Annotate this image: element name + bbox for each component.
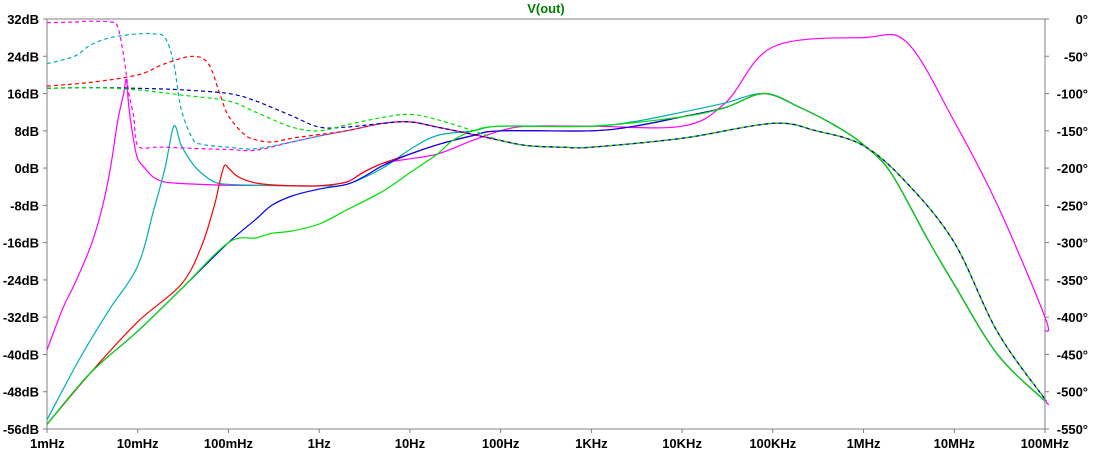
x-tick-label: 100MHz [1021, 436, 1070, 451]
phase-curve-5 [46, 20, 1050, 406]
y-left-tick-label: 24dB [7, 49, 39, 64]
x-tick-label: 10KHz [662, 436, 702, 451]
plot-frame [46, 18, 1046, 430]
x-tick-label: 100mHz [204, 436, 254, 451]
x-tick-label: 10mHz [117, 436, 159, 451]
y-left-tick-label: 8dB [14, 124, 39, 139]
y-right-tick-label: -500° [1057, 385, 1088, 400]
x-tick-label: 1MHz [847, 436, 881, 451]
y-right-tick-label: -100° [1057, 87, 1088, 102]
y-left-tick-label: -48dB [3, 385, 39, 400]
x-tick-label: 1mHz [30, 436, 65, 451]
y-left-tick-label: 32dB [7, 12, 39, 27]
y-left-tick-label: -32dB [3, 310, 39, 325]
x-tick-label: 100Hz [482, 436, 520, 451]
y-left-tick-label: -16dB [3, 236, 39, 251]
x-tick-label: 100KHz [749, 436, 796, 451]
chart-title: V(out) [527, 1, 565, 16]
y-right-tick-label: -350° [1057, 273, 1088, 288]
y-left-tick-label: -56dB [3, 422, 39, 437]
y-right-tick-label: -250° [1057, 198, 1088, 213]
y-left-tick-label: -8dB [10, 198, 39, 213]
y-right-tick-label: -400° [1057, 310, 1088, 325]
y-left-tick-label: -40dB [3, 347, 39, 362]
y-right-tick-label: -300° [1057, 236, 1088, 251]
phase-curve-9 [46, 86, 1046, 400]
y-right-tick-label: -50° [1064, 49, 1088, 64]
x-tick-label: 10MHz [934, 436, 976, 451]
x-tick-label: 1KHz [575, 436, 608, 451]
phase-curve-7 [46, 55, 1046, 400]
magnitude-curve-2 [46, 92, 1046, 425]
magnitude-curve-4 [46, 92, 1046, 425]
y-left-tick-label: 16dB [7, 87, 39, 102]
y-right-tick-label: -200° [1057, 161, 1088, 176]
y-right-tick-label: -150° [1057, 124, 1088, 139]
x-tick-label: 1Hz [308, 436, 332, 451]
y-left-tick-label: 0dB [14, 161, 39, 176]
x-tick-label: 10Hz [395, 436, 426, 451]
phase-curve-8 [46, 87, 1046, 400]
y-right-tick-label: 0° [1076, 12, 1088, 27]
y-left-tick-label: -24dB [3, 273, 39, 288]
curves-layer [46, 20, 1050, 425]
ticks-layer: 1mHz 10mHz 100mHz 1Hz 10Hz 100Hz 1KHz 10KHz 100K… [3, 12, 1088, 451]
phase-curve-6 [46, 32, 1046, 400]
y-right-tick-label: -550° [1057, 422, 1088, 437]
y-right-tick-label: -450° [1057, 347, 1088, 362]
magnitude-curve-0 [46, 33, 1050, 351]
